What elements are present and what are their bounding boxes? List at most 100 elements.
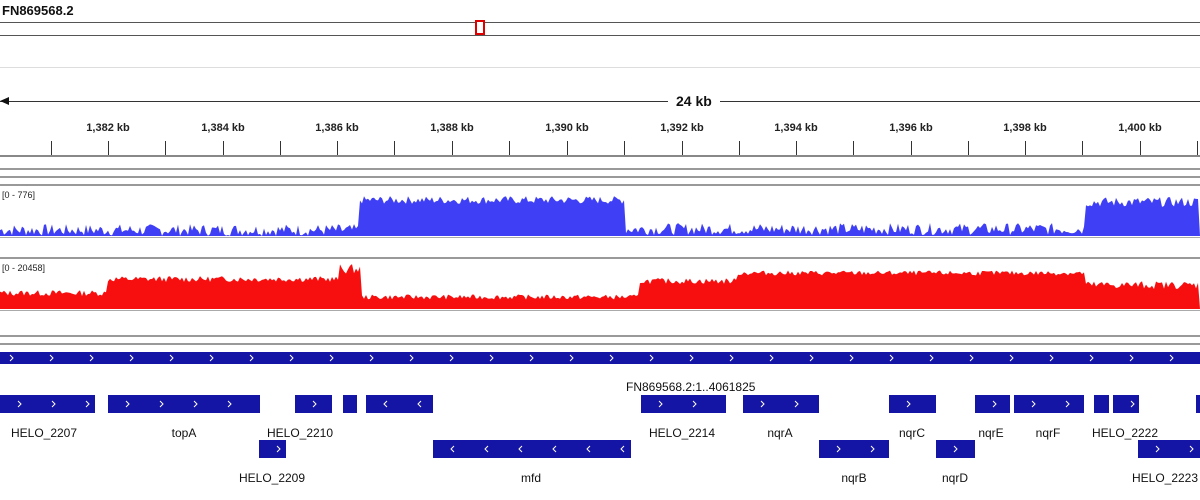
strand-chevron — [489, 354, 494, 362]
current-region-marker[interactable] — [475, 20, 485, 35]
strand-chevron — [312, 400, 317, 408]
strand-chevron — [889, 354, 894, 362]
gene-feature — [641, 395, 726, 413]
strand-chevron — [1031, 400, 1036, 408]
gene-label[interactable]: HELO_2207 — [10, 426, 78, 440]
strand-chevron — [193, 400, 198, 408]
chromosome-name[interactable]: FN869568.2 — [2, 3, 74, 18]
gene-label[interactable]: nqrA — [767, 426, 793, 440]
strand-chevron — [1065, 400, 1070, 408]
strand-chevron — [529, 354, 534, 362]
sequence-bar — [0, 352, 1200, 364]
track-separator-3 — [0, 335, 1200, 337]
red-track-top-border — [0, 257, 1200, 259]
ruler-tick-label: 1,394 kb — [774, 122, 818, 134]
ruler-tick-label: 1,400 kb — [1118, 122, 1162, 134]
strand-chevron — [1129, 354, 1134, 362]
strand-chevron — [289, 354, 294, 362]
gene-feature — [366, 395, 433, 413]
strand-chevron — [586, 445, 591, 453]
strand-chevron — [51, 400, 56, 408]
gene-label[interactable]: nqrD — [941, 471, 969, 485]
ruler-tick-label: 1,392 kb — [660, 122, 704, 134]
strand-chevron — [1049, 354, 1054, 362]
gene-label[interactable]: nqrC — [898, 426, 926, 440]
strand-chevron — [89, 354, 94, 362]
gene-features[interactable] — [0, 393, 1200, 463]
span-line — [0, 101, 1200, 102]
strand-chevron — [760, 400, 765, 408]
ideogram-top-line — [0, 22, 1200, 23]
strand-chevron — [276, 445, 281, 453]
panel-divider — [0, 67, 1200, 68]
gene-label[interactable]: topA — [171, 426, 197, 440]
gene-feature — [1138, 440, 1200, 458]
strand-chevron — [1189, 445, 1194, 453]
coverage-track-red[interactable] — [0, 257, 1200, 309]
gene-feature — [108, 395, 260, 413]
gene-label[interactable]: HELO_2209 — [238, 471, 306, 485]
ruler-major-tick — [567, 141, 568, 155]
strand-chevron — [729, 354, 734, 362]
gene-feature — [819, 440, 889, 458]
ruler-major-tick — [108, 141, 109, 155]
ruler-major-tick — [682, 141, 683, 155]
strand-chevron — [9, 354, 14, 362]
strand-chevron — [809, 354, 814, 362]
track-separator-1 — [0, 168, 1200, 170]
strand-chevron — [409, 354, 414, 362]
strand-chevron — [969, 354, 974, 362]
strand-chevron — [209, 354, 214, 362]
ruler-minor-tick — [165, 141, 166, 155]
strand-chevron — [484, 445, 489, 453]
ruler-tick-label: 1,388 kb — [430, 122, 474, 134]
strand-chevron — [649, 354, 654, 362]
strand-chevron — [129, 354, 134, 362]
gene-label[interactable]: HELO_2210 — [266, 426, 334, 440]
strand-chevron — [17, 400, 22, 408]
span-arrow-left-icon — [0, 97, 9, 105]
blue-track-top-border — [0, 184, 1200, 186]
strand-chevron — [1155, 445, 1160, 453]
ideogram-bottom-line — [0, 35, 1200, 36]
strand-chevron — [692, 400, 697, 408]
sequence-label: FN869568.2:1..4061825 — [626, 380, 756, 394]
gene-label[interactable]: HELO_2223 — [1131, 471, 1199, 485]
strand-chevron — [953, 445, 958, 453]
gene-label[interactable]: nqrF — [1035, 426, 1061, 440]
strand-chevron — [689, 354, 694, 362]
gene-label[interactable]: nqrE — [978, 426, 1004, 440]
ruler-tick-label: 1,384 kb — [201, 122, 245, 134]
strand-chevron — [620, 445, 625, 453]
span-label: 24 kb — [668, 93, 720, 109]
strand-chevron — [449, 354, 454, 362]
gene-feature — [889, 395, 936, 413]
gene-label[interactable]: HELO_2214 — [648, 426, 716, 440]
coverage-track-blue[interactable] — [0, 186, 1200, 236]
strand-chevron — [836, 445, 841, 453]
gene-label[interactable]: nqrB — [841, 471, 867, 485]
ruler-major-tick — [796, 141, 797, 155]
strand-chevron — [249, 354, 254, 362]
strand-chevron — [569, 354, 574, 362]
gene-feature — [1094, 395, 1109, 413]
gene-label[interactable]: mfd — [520, 471, 542, 485]
gene-feature — [0, 395, 95, 413]
blue-track-bottom-border — [0, 237, 1200, 238]
red-track-bottom-border — [0, 310, 1200, 311]
gene-label[interactable]: HELO_2222 — [1091, 426, 1159, 440]
ruler-major-tick — [337, 141, 338, 155]
strand-chevron — [929, 354, 934, 362]
strand-chevron — [518, 445, 523, 453]
strand-chevron — [609, 354, 614, 362]
sequence-feature-bar[interactable] — [0, 351, 1200, 365]
ruler-minor-tick — [51, 141, 52, 155]
strand-chevron — [227, 400, 232, 408]
gene-feature — [743, 395, 819, 413]
ruler-baseline — [0, 155, 1200, 157]
ruler-minor-tick — [1082, 141, 1083, 155]
ruler-major-tick — [911, 141, 912, 155]
ruler-minor-tick — [509, 141, 510, 155]
strand-chevron — [769, 354, 774, 362]
strand-chevron — [49, 354, 54, 362]
